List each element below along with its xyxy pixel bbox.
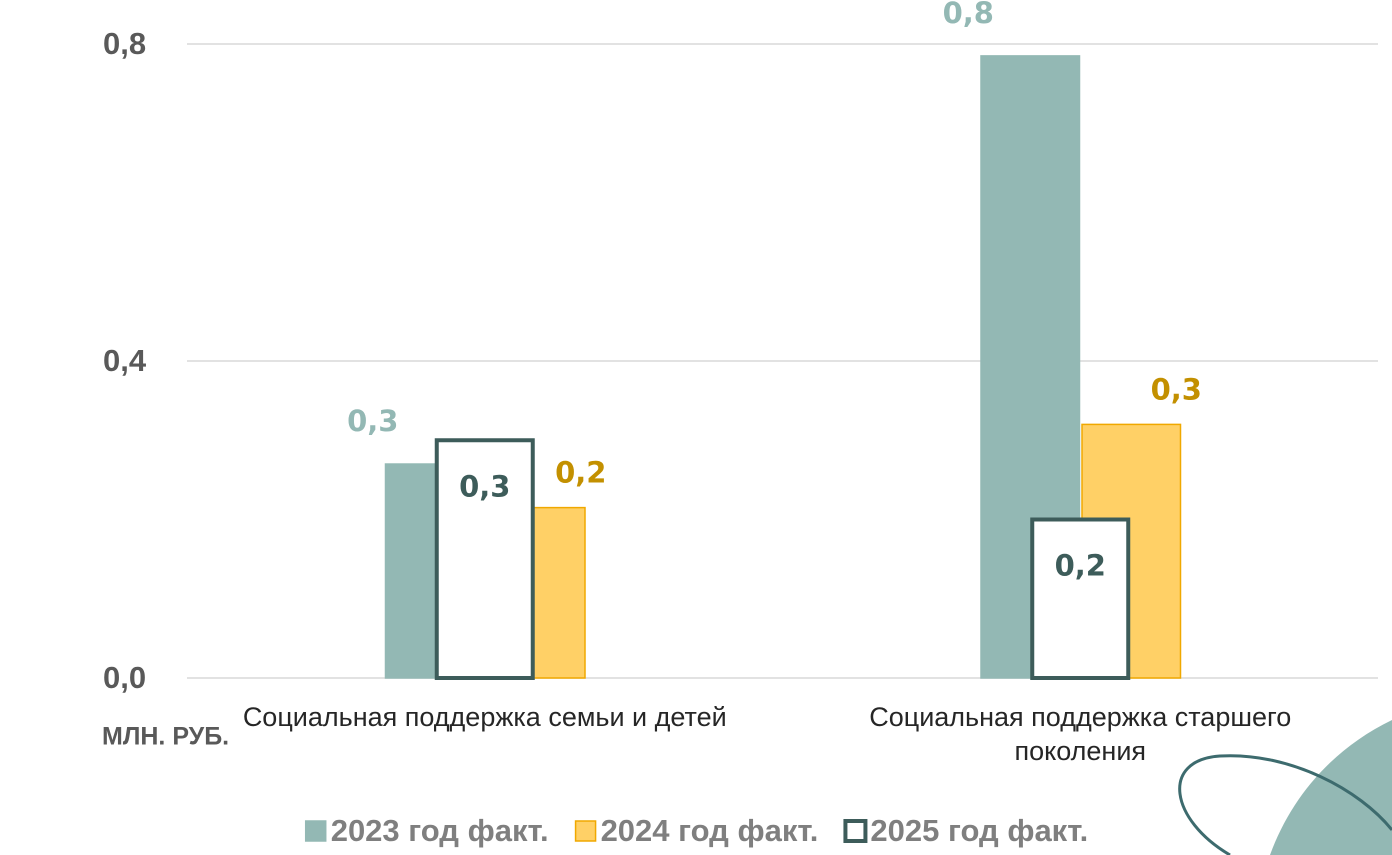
y-tick-label: 0,0 (103, 660, 146, 695)
data-label: 0,8 (943, 0, 994, 30)
x-tick-label: Социальная поддержка старшего поколения (869, 702, 1291, 766)
x-tick-line: поколения (1014, 736, 1146, 766)
data-label: 0,3 (459, 469, 510, 503)
bar (434, 438, 535, 680)
legend-label: 2023 год факт. (331, 813, 549, 848)
bar (1030, 517, 1131, 680)
legend-marker (843, 819, 868, 843)
x-tick-line: Социальная поддержка старшего (869, 702, 1291, 732)
data-label: 0,3 (347, 404, 398, 438)
decor-blob (1270, 720, 1392, 855)
data-label: 0,3 (1151, 372, 1202, 406)
legend-marker (574, 820, 597, 842)
legend-label: 2025 год факт. (870, 813, 1088, 848)
data-label: 0,2 (1055, 549, 1106, 583)
y-tick-label: 0,4 (103, 343, 147, 378)
legend-label: 2024 год факт. (601, 813, 819, 848)
data-label: 0,2 (555, 456, 606, 490)
decor-curve (1178, 754, 1392, 855)
y-tick-label: 0,8 (103, 26, 146, 61)
legend-marker (304, 820, 327, 842)
y-axis-label: МЛН. РУБ. (102, 723, 229, 751)
x-tick-label: Социальная поддержка семьи и детей (243, 702, 727, 732)
